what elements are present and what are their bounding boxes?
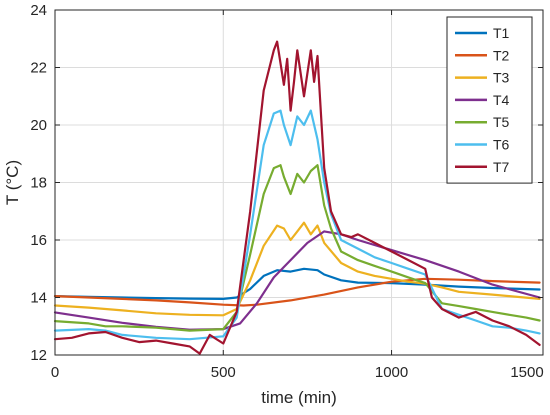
axis-ticks: 0 500 1000 1500 12 14 16 18 20 22 24: [30, 2, 543, 381]
y-tick-label: 20: [30, 117, 47, 134]
legend-label-t4: T4: [493, 92, 510, 108]
series-layer: [53, 40, 541, 355]
y-tick-label: 18: [30, 175, 47, 192]
series-line-t6: [53, 109, 541, 341]
x-tick-label: 1000: [375, 364, 408, 381]
y-tick-label: 16: [30, 232, 47, 249]
series-line-t7: [53, 40, 541, 355]
y-tick-label: 12: [30, 347, 47, 364]
x-axis-label: time (min): [261, 388, 337, 407]
legend-label-t3: T3: [493, 70, 510, 86]
series-line-t5: [53, 164, 541, 332]
legend-label-t5: T5: [493, 114, 510, 130]
legend-label-t2: T2: [493, 47, 510, 63]
y-tick-label: 24: [30, 2, 47, 19]
legend-label-t6: T6: [493, 137, 510, 153]
series-line-t3: [53, 221, 541, 317]
x-tick-label: 500: [211, 364, 236, 381]
legend-label-t1: T1: [493, 25, 510, 41]
x-tick-label: 0: [51, 364, 59, 381]
legend: T1 T2 T3 T4 T5 T6 T7: [446, 16, 533, 184]
series-line-t2: [53, 277, 541, 307]
y-tick-label: 22: [30, 60, 47, 77]
legend-label-t7: T7: [493, 159, 510, 175]
y-tick-label: 14: [30, 290, 47, 307]
y-axis-label: T (°C): [3, 160, 22, 205]
x-tick-label: 1500: [510, 364, 543, 381]
series-line-t1: [53, 267, 541, 300]
